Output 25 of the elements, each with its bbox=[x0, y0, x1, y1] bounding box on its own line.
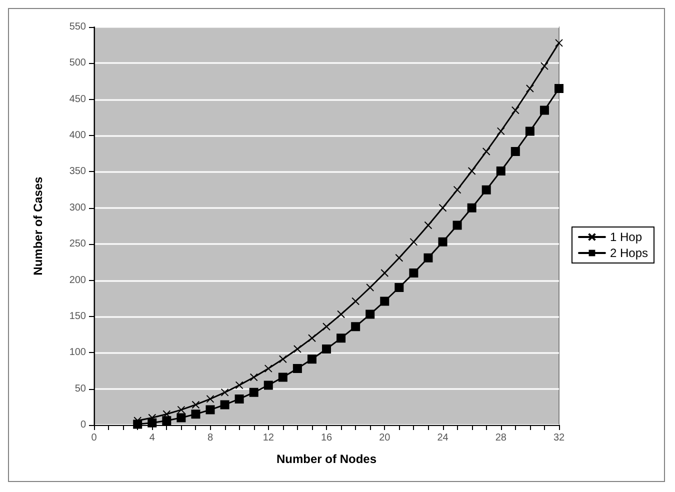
legend-label: 1 Hop bbox=[610, 230, 642, 244]
x-tick-label: 24 bbox=[437, 432, 449, 444]
y-tick-label: 50 bbox=[74, 383, 86, 394]
y-tick-label: 0 bbox=[80, 420, 86, 430]
y-tick-label: 550 bbox=[69, 22, 86, 32]
x-tick-label: 28 bbox=[495, 432, 507, 444]
x-tick-label: 16 bbox=[320, 432, 332, 444]
y-tick-label: 250 bbox=[69, 238, 86, 250]
y-axis-title: Number of Cases bbox=[31, 176, 45, 276]
x-tick-label: 32 bbox=[553, 432, 565, 444]
x-tick-label: 0 bbox=[91, 432, 98, 444]
y-tick-label: 500 bbox=[69, 58, 86, 69]
y-tick-label: 350 bbox=[69, 166, 86, 178]
y-tick-label: 200 bbox=[69, 274, 86, 286]
x-tick-label: 12 bbox=[262, 432, 274, 444]
y-tick-label: 400 bbox=[69, 130, 86, 142]
legend-label: 2 Hops bbox=[610, 246, 648, 260]
x-tick-label: 4 bbox=[149, 432, 156, 444]
y-tick-label: 100 bbox=[69, 347, 86, 358]
y-tick-label: 300 bbox=[69, 202, 86, 214]
x-tick-label: 20 bbox=[379, 432, 391, 444]
x-tick-label: 8 bbox=[207, 432, 214, 444]
y-tick-label: 150 bbox=[69, 310, 86, 322]
y-tick-label: 450 bbox=[69, 94, 86, 105]
x-axis-title: Number of Nodes bbox=[276, 452, 377, 466]
